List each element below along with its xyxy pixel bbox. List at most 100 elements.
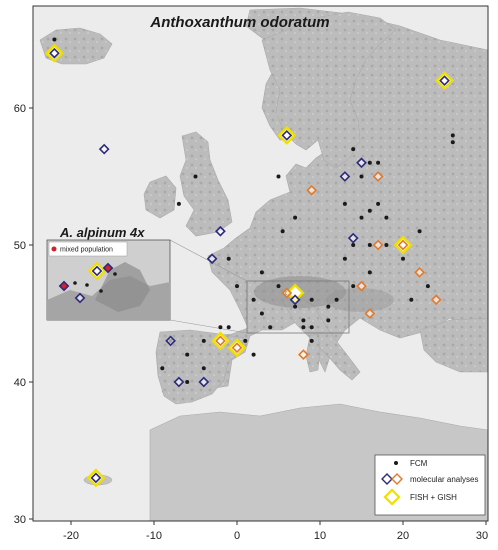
- fcm-point: [293, 304, 298, 309]
- fcm-point: [226, 325, 231, 330]
- fcm-point: [376, 160, 381, 165]
- fcm-point: [293, 215, 298, 220]
- map-frame: [32, 5, 489, 522]
- molecular-points-layer: [49, 47, 450, 484]
- molecular-marker-purple: [356, 157, 367, 169]
- fcm-point: [201, 366, 206, 371]
- fcm-point: [425, 284, 430, 289]
- fcm-point: [450, 133, 455, 138]
- molecular-marker-purple: [98, 143, 110, 155]
- fcm-point: [326, 318, 331, 323]
- fcm-point: [160, 366, 165, 371]
- y-tick-label-3: 40: [14, 377, 26, 389]
- fcm-point: [193, 174, 198, 179]
- fcm-point: [367, 208, 372, 213]
- inset-mixed-population-marker: [102, 262, 114, 274]
- molecular-marker-purple: [347, 232, 359, 244]
- molecular-marker-purple: [165, 335, 176, 347]
- molecular-marker-purple: [215, 225, 226, 237]
- legend-molecular-label: molecular analyses: [410, 475, 478, 484]
- inset-fcm-point: [113, 272, 117, 276]
- fcm-point: [409, 297, 414, 302]
- carpathians-relief: [326, 288, 394, 312]
- molecular-marker-purple: [173, 376, 185, 388]
- x-tick-label-5: 20: [397, 530, 409, 542]
- molecular-marker-orange: [414, 267, 425, 278]
- molecular-marker-purple: [198, 376, 210, 388]
- y-tick-label-4: 30: [14, 514, 26, 526]
- fcm-point: [251, 352, 256, 357]
- x-tick-label-6: 30: [476, 530, 488, 542]
- map-title: Anthoxanthum odoratum: [149, 14, 329, 31]
- legend-fcm-marker: [394, 461, 398, 465]
- y-tick-label-2: 50: [14, 240, 26, 252]
- legend-molecular-orange-marker: [391, 473, 403, 485]
- molecular-marker-orange: [356, 280, 367, 292]
- scandinavia-landmass: [261, 11, 397, 169]
- molecular-marker-orange: [281, 287, 293, 299]
- mixed-population-marker: [51, 246, 57, 252]
- molecular-marker-purple: [439, 75, 450, 86]
- fcm-point: [417, 229, 422, 234]
- fcm-point: [276, 284, 281, 289]
- fcm-point: [176, 201, 181, 206]
- fcm-point: [226, 256, 231, 261]
- fcm-point: [342, 256, 347, 261]
- molecular-marker-orange: [298, 349, 309, 360]
- fcm-point: [342, 201, 347, 206]
- x-tick-label-4: 10: [314, 530, 326, 542]
- inset-points-layer: [58, 261, 117, 304]
- fish-gish-points-layer: [44, 43, 454, 488]
- fcm-point: [185, 352, 190, 357]
- fcm-point: [259, 270, 264, 275]
- fcm-point: [351, 284, 356, 289]
- land-layer: [39, 7, 488, 521]
- fcm-point: [218, 325, 223, 330]
- fcm-point: [359, 174, 364, 179]
- fcm-point: [276, 174, 281, 179]
- fcm-point: [301, 318, 306, 323]
- fcm-point: [351, 243, 356, 247]
- inset-legend-label: mixed population: [60, 247, 113, 254]
- molecular-marker-purple: [339, 171, 351, 182]
- fish-gish-marker: [285, 283, 305, 303]
- fcm-point: [367, 243, 372, 247]
- inset-alps-relief: [95, 262, 150, 312]
- fcm-point: [309, 338, 314, 343]
- fcm-point: [384, 243, 389, 247]
- inset-molecular-marker: [91, 265, 103, 277]
- molecular-marker-purple: [289, 294, 301, 306]
- fcm-point: [201, 338, 206, 343]
- axis-ticks: [29, 107, 487, 525]
- anatolia-landmass: [419, 317, 488, 373]
- molecular-marker-orange: [306, 184, 318, 196]
- molecular-marker-orange: [215, 335, 226, 347]
- legend-fcm-label: FCM: [410, 459, 428, 468]
- inset-panel: mixed population: [46, 239, 171, 321]
- fcm-point: [52, 37, 57, 42]
- legend-fish-marker: [383, 488, 401, 506]
- fcm-point: [326, 304, 331, 309]
- legend-box: [374, 454, 486, 516]
- legend-molecular-purple-marker: [381, 473, 393, 485]
- y-tick-label-1: 60: [14, 103, 26, 115]
- fcm-point: [235, 284, 239, 289]
- x-tick-label-2: -10: [146, 530, 162, 542]
- fcm-point: [351, 147, 356, 152]
- x-tick-label-1: -20: [63, 530, 79, 542]
- fcm-point: [359, 215, 364, 220]
- fcm-point: [301, 325, 306, 330]
- fcm-point: [309, 325, 314, 330]
- fcm-point: [367, 160, 372, 165]
- inset-zoom-box: [246, 280, 350, 334]
- molecular-marker-purple: [90, 472, 102, 484]
- fcm-point: [268, 325, 273, 330]
- fcm-point: [376, 201, 381, 206]
- inset-fcm-point: [85, 283, 89, 287]
- inset-legend-box: [48, 241, 128, 257]
- inset-title: A. alpinum 4x: [59, 225, 145, 240]
- inset-fcm-point: [73, 281, 77, 285]
- legend: FCM molecular analyses FISH + GISH: [374, 454, 486, 516]
- fcm-point: [243, 338, 248, 343]
